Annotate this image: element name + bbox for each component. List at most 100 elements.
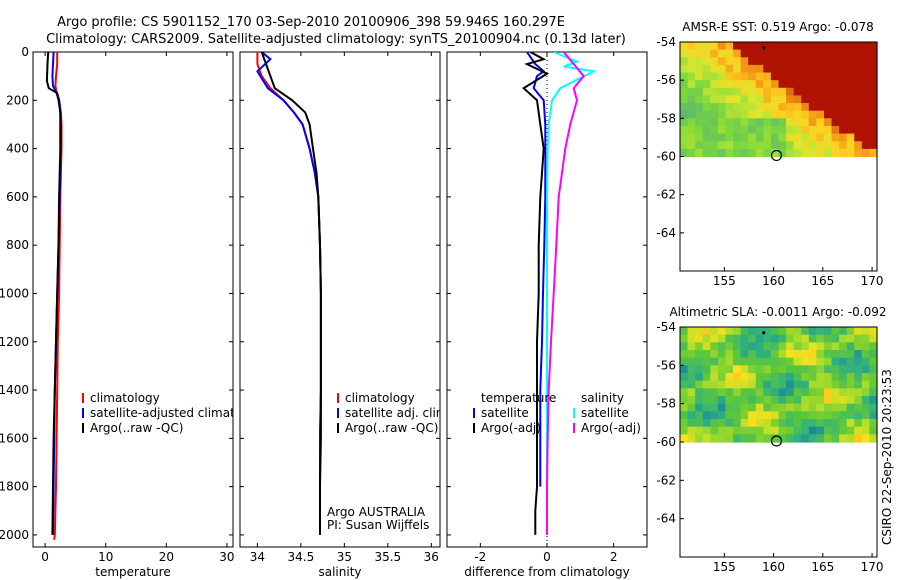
sst-map-title: AMSR-E SST: 0.519 Argo: -0.078 (682, 20, 873, 34)
sst-map-cell (717, 57, 727, 66)
sla-map-cell (854, 434, 863, 443)
sla-map-cell (687, 403, 696, 412)
sla-map-cell (717, 350, 727, 359)
sst-map-cell (854, 125, 863, 135)
sst-map-cell (717, 72, 727, 81)
sla-map-cell (823, 327, 833, 336)
sst-map-cell (793, 110, 802, 119)
sst-map-cell (839, 133, 848, 142)
sla-map-cell (748, 388, 757, 397)
sla-map-xtick-label: 170 (861, 560, 884, 574)
sst-map-cell (687, 103, 696, 112)
sst-map-cell (786, 42, 795, 51)
sla-map-cell (808, 411, 817, 420)
sst-map-cell (725, 133, 734, 142)
sla-map-cell (725, 403, 734, 412)
sla-map-cell (763, 373, 772, 382)
sst-map-cell (740, 80, 749, 89)
sst-map-cell (846, 49, 855, 58)
sst-map-cell (710, 80, 719, 89)
sst-map-cell (680, 103, 689, 112)
sla-map-cell (801, 365, 810, 374)
sst-map-cell (839, 103, 848, 112)
sst-map-cell (808, 148, 817, 158)
sla-map-cell (755, 373, 764, 382)
sst-map-cell (854, 141, 863, 150)
sla-map-cell (801, 426, 810, 435)
temperature-axes-frame (32, 51, 234, 548)
sla-map-cell (869, 373, 878, 382)
sla-map-cell (717, 365, 727, 374)
sla-map-cell (816, 365, 825, 374)
sla-map-xtick-label: 155 (713, 560, 736, 574)
sla-map-cell (725, 334, 734, 343)
sst-map-cell (717, 133, 727, 142)
sla-map-cell (854, 327, 863, 336)
sla-map-cell (725, 419, 734, 428)
sla-map-cell (823, 419, 833, 428)
sst-map-cell (831, 103, 840, 112)
sst-map-cell (793, 133, 802, 142)
sla-map-cell (839, 419, 848, 428)
sst-map-cell (846, 133, 855, 142)
temperature-ytick-label: 1000 (0, 286, 29, 300)
sla-map-cell (801, 396, 810, 405)
sst-map-cell (846, 118, 855, 127)
sst-map-ytick-label: -58 (656, 111, 676, 125)
sla-map-cell (846, 350, 855, 359)
sla-map-cell (861, 327, 871, 336)
sla-map-cell (695, 380, 704, 389)
sla-map-cell (801, 434, 810, 443)
sla-map-cell (808, 334, 817, 343)
sst-map-cell (733, 110, 742, 119)
sla-map-cell (740, 419, 749, 428)
sst-map-cell (778, 64, 787, 74)
sst-map-cell (839, 57, 848, 66)
sst-map-cell (778, 110, 787, 119)
sla-map-cell (816, 357, 825, 366)
sst-map-cell (770, 148, 780, 158)
sst-map-cell (748, 87, 757, 97)
salinity-axes-frame (239, 51, 441, 548)
sst-map-cell (846, 95, 855, 104)
sst-map-cell (816, 87, 825, 97)
sst-map-cell (778, 141, 787, 150)
sla-map-cell (816, 403, 825, 412)
sst-map-cell (763, 148, 772, 158)
sst-map-cell (740, 103, 749, 112)
sla-map-cell (763, 365, 772, 374)
sla-map-cell (839, 426, 848, 435)
sst-map-cell (808, 118, 817, 127)
sst-map-cell (687, 125, 696, 135)
sla-map-cell (786, 342, 795, 351)
sla-map-cell (687, 327, 696, 336)
sst-map-cell (854, 42, 863, 51)
sla-map-cell (710, 350, 719, 359)
sst-map-cell (733, 125, 742, 135)
sst-map-cell (733, 42, 742, 51)
sla-map-cell (717, 342, 727, 351)
sst-map-cell (733, 57, 742, 66)
salinity-xtick-label: 36 (424, 550, 439, 564)
sst-map-cell (763, 49, 772, 58)
sla-map-cell (869, 426, 878, 435)
sst-map-cell (808, 42, 817, 51)
figure-title-line2: Climatology: CARS2009. Satellite-adjuste… (46, 32, 626, 47)
temperature-xtick-label: 0 (41, 550, 49, 564)
sla-map-cell (725, 327, 734, 336)
sst-map-cell (763, 57, 772, 66)
sla-map-cell (801, 342, 810, 351)
sla-map-cell (831, 342, 840, 351)
sla-map-cell (801, 327, 810, 336)
sst-map-cell (778, 125, 787, 135)
sst-map-cell (680, 125, 689, 135)
sst-map-cell (823, 95, 833, 104)
sst-map-cell (823, 72, 833, 81)
sla-map-cell (687, 373, 696, 382)
sla-map-cell (808, 419, 817, 428)
sla-map-cell (861, 380, 871, 389)
sla-map-cell (755, 327, 764, 336)
sla-map-cell (831, 357, 840, 366)
sla-map-cell (808, 380, 817, 389)
temperature-ytick-label: 600 (6, 190, 29, 204)
